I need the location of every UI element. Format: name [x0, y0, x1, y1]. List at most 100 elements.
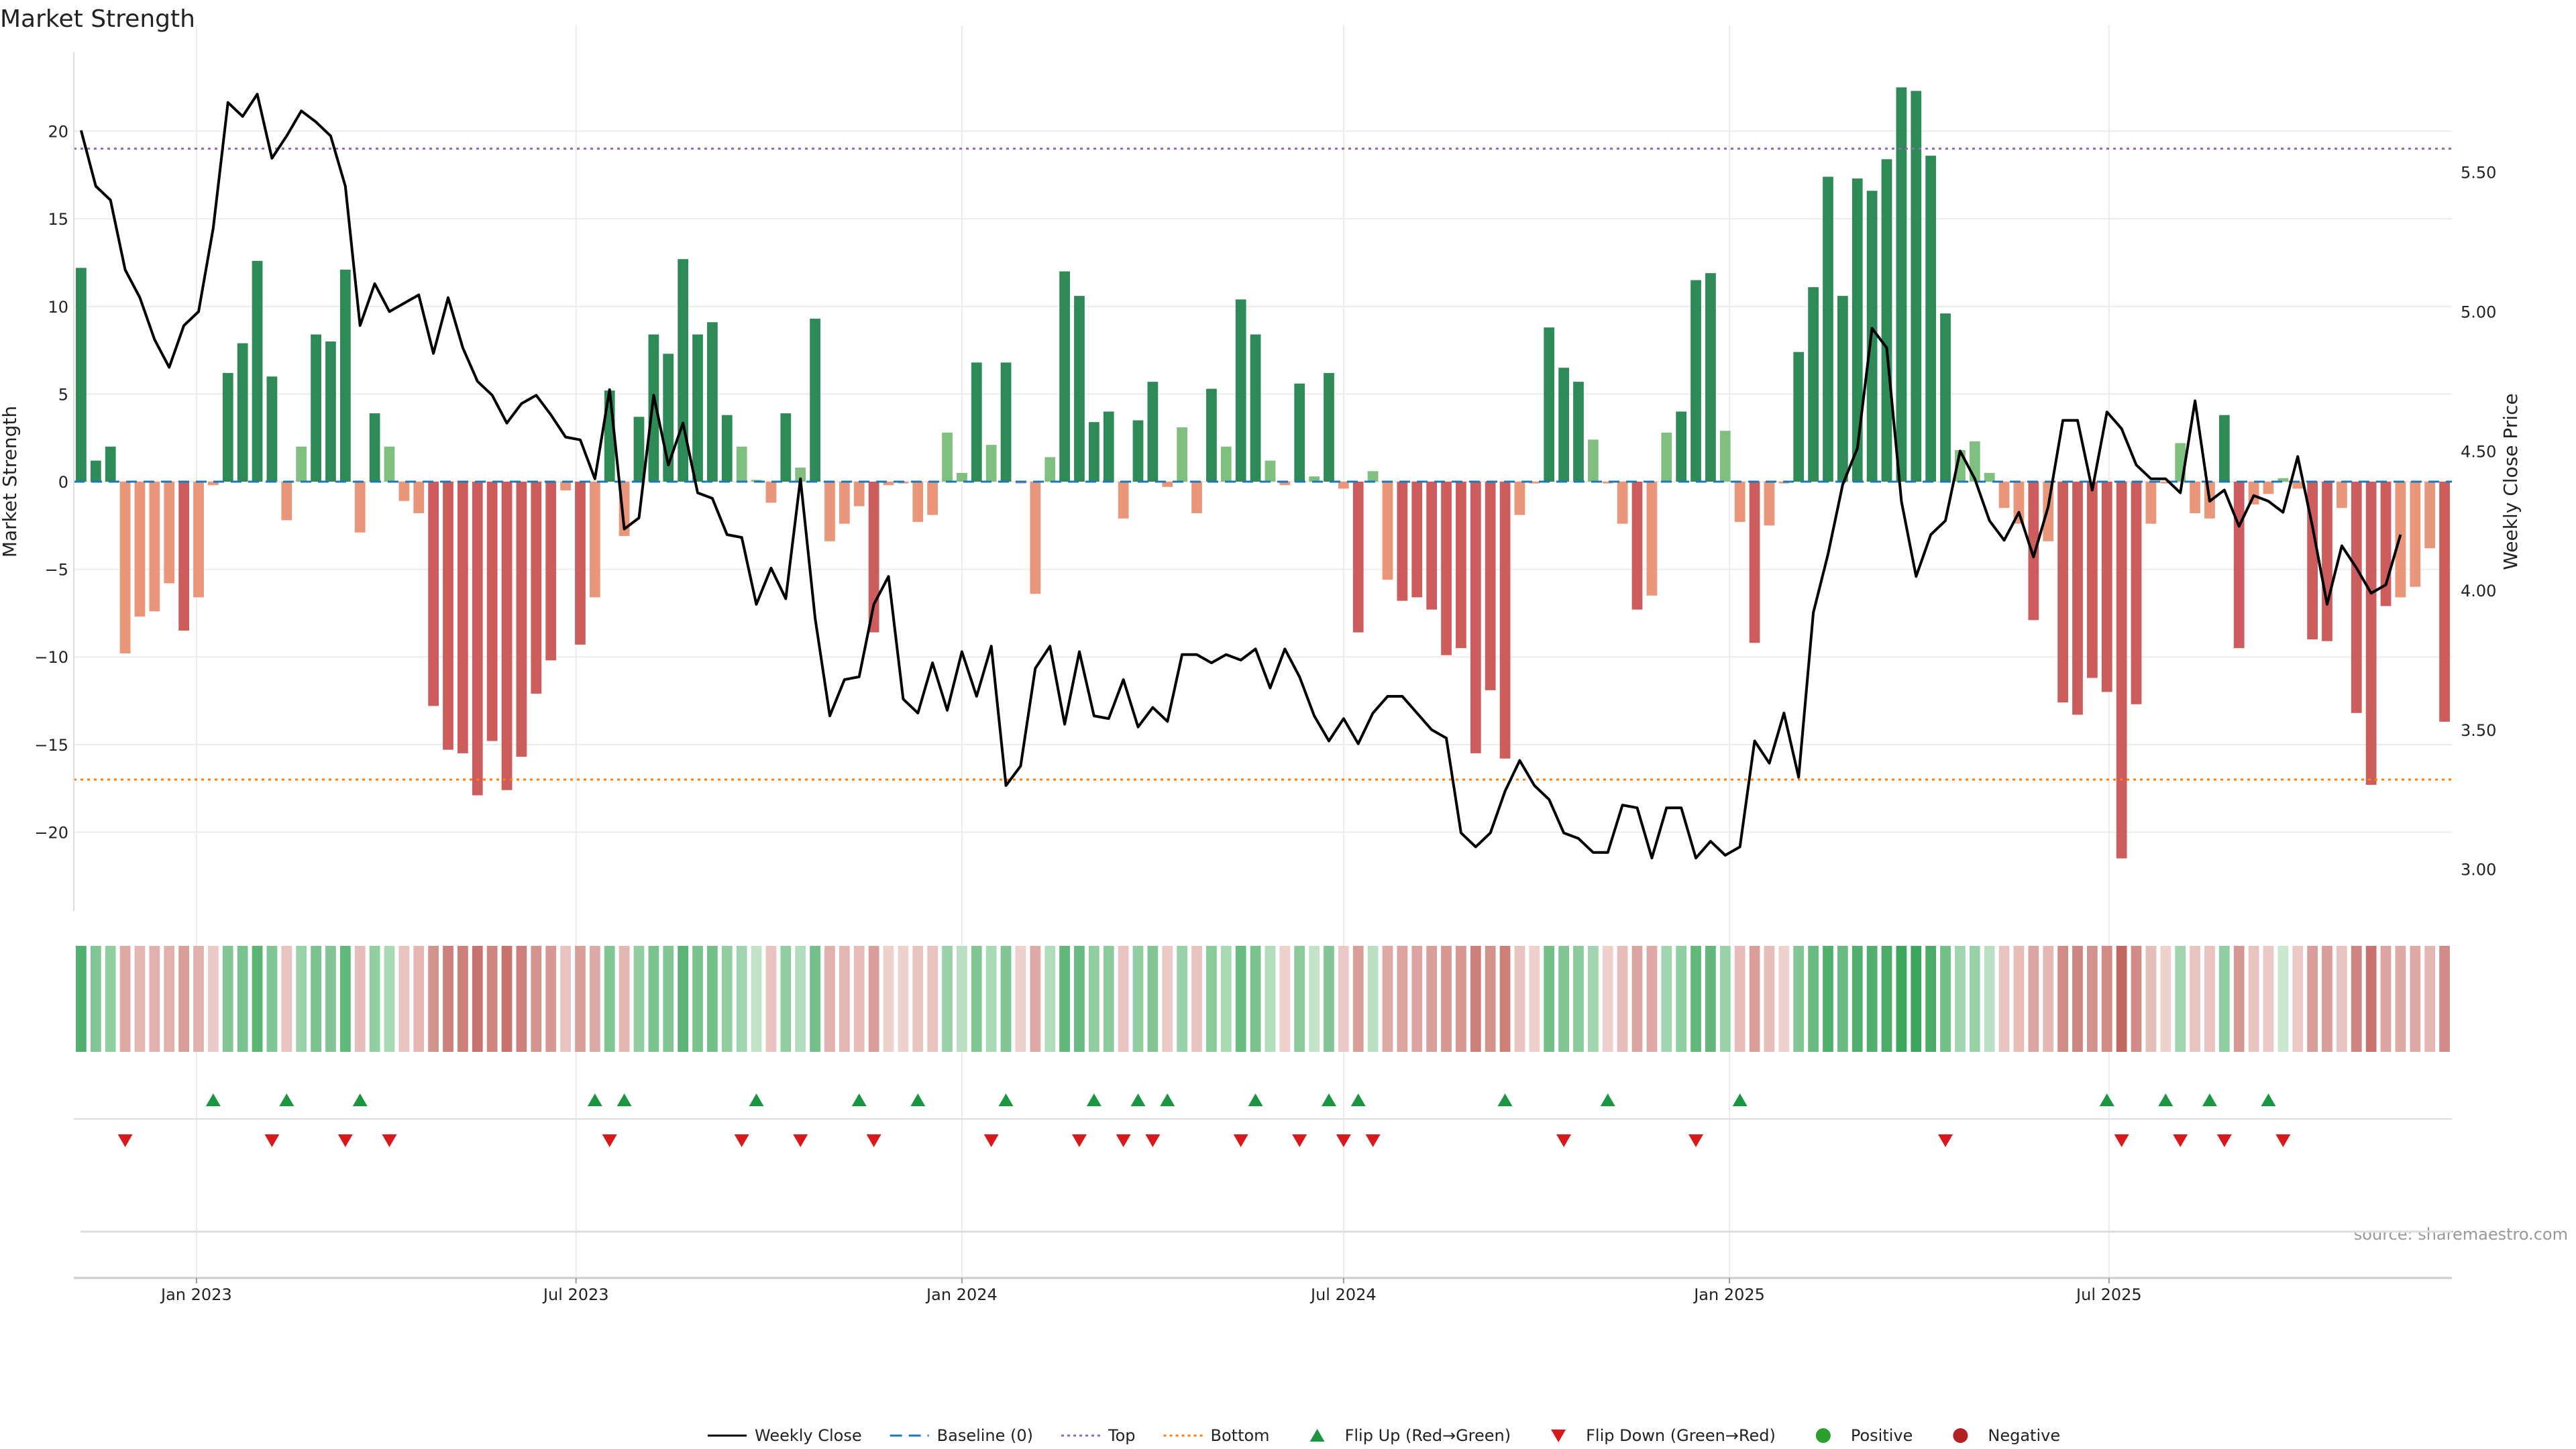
heatmap-cell [1411, 946, 1423, 1052]
heatmap-cell [1265, 946, 1276, 1052]
heatmap-cell [1969, 946, 1980, 1052]
x-tick-label: Jan 2024 [925, 1285, 998, 1304]
heatmap-cell [531, 946, 542, 1052]
flip-down-marker [1292, 1134, 1307, 1147]
heatmap-cell [1705, 946, 1716, 1052]
heatmap-cell [765, 946, 777, 1052]
heatmap-cell [1162, 946, 1173, 1052]
flip-down-marker [2216, 1134, 2232, 1147]
flip-up-marker [998, 1093, 1014, 1106]
strength-bar [208, 482, 219, 486]
x-tick-label: Jan 2023 [160, 1285, 232, 1304]
heatmap-cell [266, 946, 278, 1052]
strength-bar [1118, 482, 1129, 519]
strength-bar [839, 482, 850, 524]
heatmap-cell [2145, 946, 2157, 1052]
y-tick-label: 15 [48, 210, 68, 229]
strength-bar [501, 482, 513, 790]
heatmap-cell [898, 946, 909, 1052]
heatmap-cell [2322, 946, 2332, 1052]
strength-bar [1617, 482, 1628, 524]
y-tick-label: −10 [34, 648, 68, 667]
strength-bar [1206, 388, 1217, 482]
heatmap-cell [501, 946, 513, 1052]
legend-label-price: Weekly Close [755, 1426, 862, 1445]
y2-tick-label: 4.00 [2461, 582, 2496, 600]
heatmap-cell [1587, 946, 1599, 1052]
strength-bar [589, 482, 600, 598]
heatmap-cell [839, 946, 850, 1052]
heatmap-cell [2028, 946, 2039, 1052]
heatmap-cell [1955, 946, 1966, 1052]
flip-up-marker [910, 1093, 926, 1106]
heatmap-cell [1030, 946, 1041, 1052]
strength-bar [1382, 482, 1393, 580]
weekly-close-layer [79, 93, 2402, 859]
source-note: source: sharemaestro.com [2354, 1225, 2568, 1244]
flip-down-marker [866, 1134, 881, 1147]
heatmap-cell [134, 946, 146, 1052]
flip-up-marker [2158, 1093, 2174, 1106]
heatmap-cell [1352, 946, 1364, 1052]
strength-bar [1250, 334, 1261, 482]
flip-up-marker [587, 1093, 602, 1106]
heatmap-cell [721, 946, 733, 1052]
heatmap-cell [942, 946, 953, 1052]
heatmap-cell [1823, 946, 1833, 1052]
strength-bar [1573, 382, 1584, 482]
x-tick-label: Jan 2025 [1693, 1285, 1765, 1304]
strength-bar [2072, 482, 2083, 715]
heatmap-cell [2351, 946, 2362, 1052]
flip-down-marker [734, 1134, 749, 1147]
strength-bar [736, 446, 747, 482]
flip-up-marker [2099, 1093, 2114, 1106]
strength-bar [339, 269, 351, 482]
strength-bar [105, 446, 116, 482]
strength-bar [1881, 159, 1892, 482]
strength-bar [2190, 482, 2200, 514]
x-tick-label: Jul 2025 [2075, 1285, 2142, 1304]
strength-bar [985, 445, 997, 482]
heatmap-cell [1088, 946, 1099, 1052]
heatmap-cell [853, 946, 865, 1052]
strength-bar [1676, 411, 1687, 482]
y-tick-label: −5 [45, 561, 68, 580]
strength-bar [237, 343, 248, 482]
strength-bar [2057, 482, 2068, 703]
heatmap-cell [193, 946, 204, 1052]
heatmap-cell [1426, 946, 1438, 1052]
strength-bars [76, 87, 2450, 859]
heatmap-cell [1220, 946, 1232, 1052]
strength-bar [1279, 482, 1291, 486]
strength-bar [252, 260, 263, 482]
heatmap-cell [1631, 946, 1643, 1052]
heatmap-cell [1881, 946, 1892, 1052]
y2-tick-label: 5.50 [2461, 164, 2496, 182]
strength-bar [575, 482, 586, 645]
strength-bar [222, 373, 233, 482]
heatmap-cell [1015, 946, 1026, 1052]
strength-bar [531, 482, 542, 694]
heatmap-cell [1911, 946, 1922, 1052]
heatmap-cell [2307, 946, 2318, 1052]
heatmap-cell [1661, 946, 1672, 1052]
y2-tick-label: 3.00 [2461, 861, 2496, 879]
heatmap-cell [1206, 946, 1217, 1052]
legend-swatch-flip_down [1551, 1430, 1566, 1442]
heatmap-cell [2086, 946, 2098, 1052]
strength-bar [1294, 383, 1305, 482]
strength-bar [1456, 482, 1466, 649]
flip-up-marker [1130, 1093, 1146, 1106]
heatmap-cell [472, 946, 483, 1052]
heatmap-cell [1544, 946, 1555, 1052]
strength-bar [2131, 482, 2142, 704]
heatmap-cell [2160, 946, 2171, 1052]
heatmap-cell [2263, 946, 2274, 1052]
flip-down-marker [1365, 1134, 1381, 1147]
strength-bar [1352, 482, 1364, 633]
strength-bar [795, 468, 806, 482]
heatmap-cell [208, 946, 219, 1052]
strength-bar [325, 341, 336, 482]
heatmap-cell [985, 946, 997, 1052]
heatmap-cell [883, 946, 894, 1052]
